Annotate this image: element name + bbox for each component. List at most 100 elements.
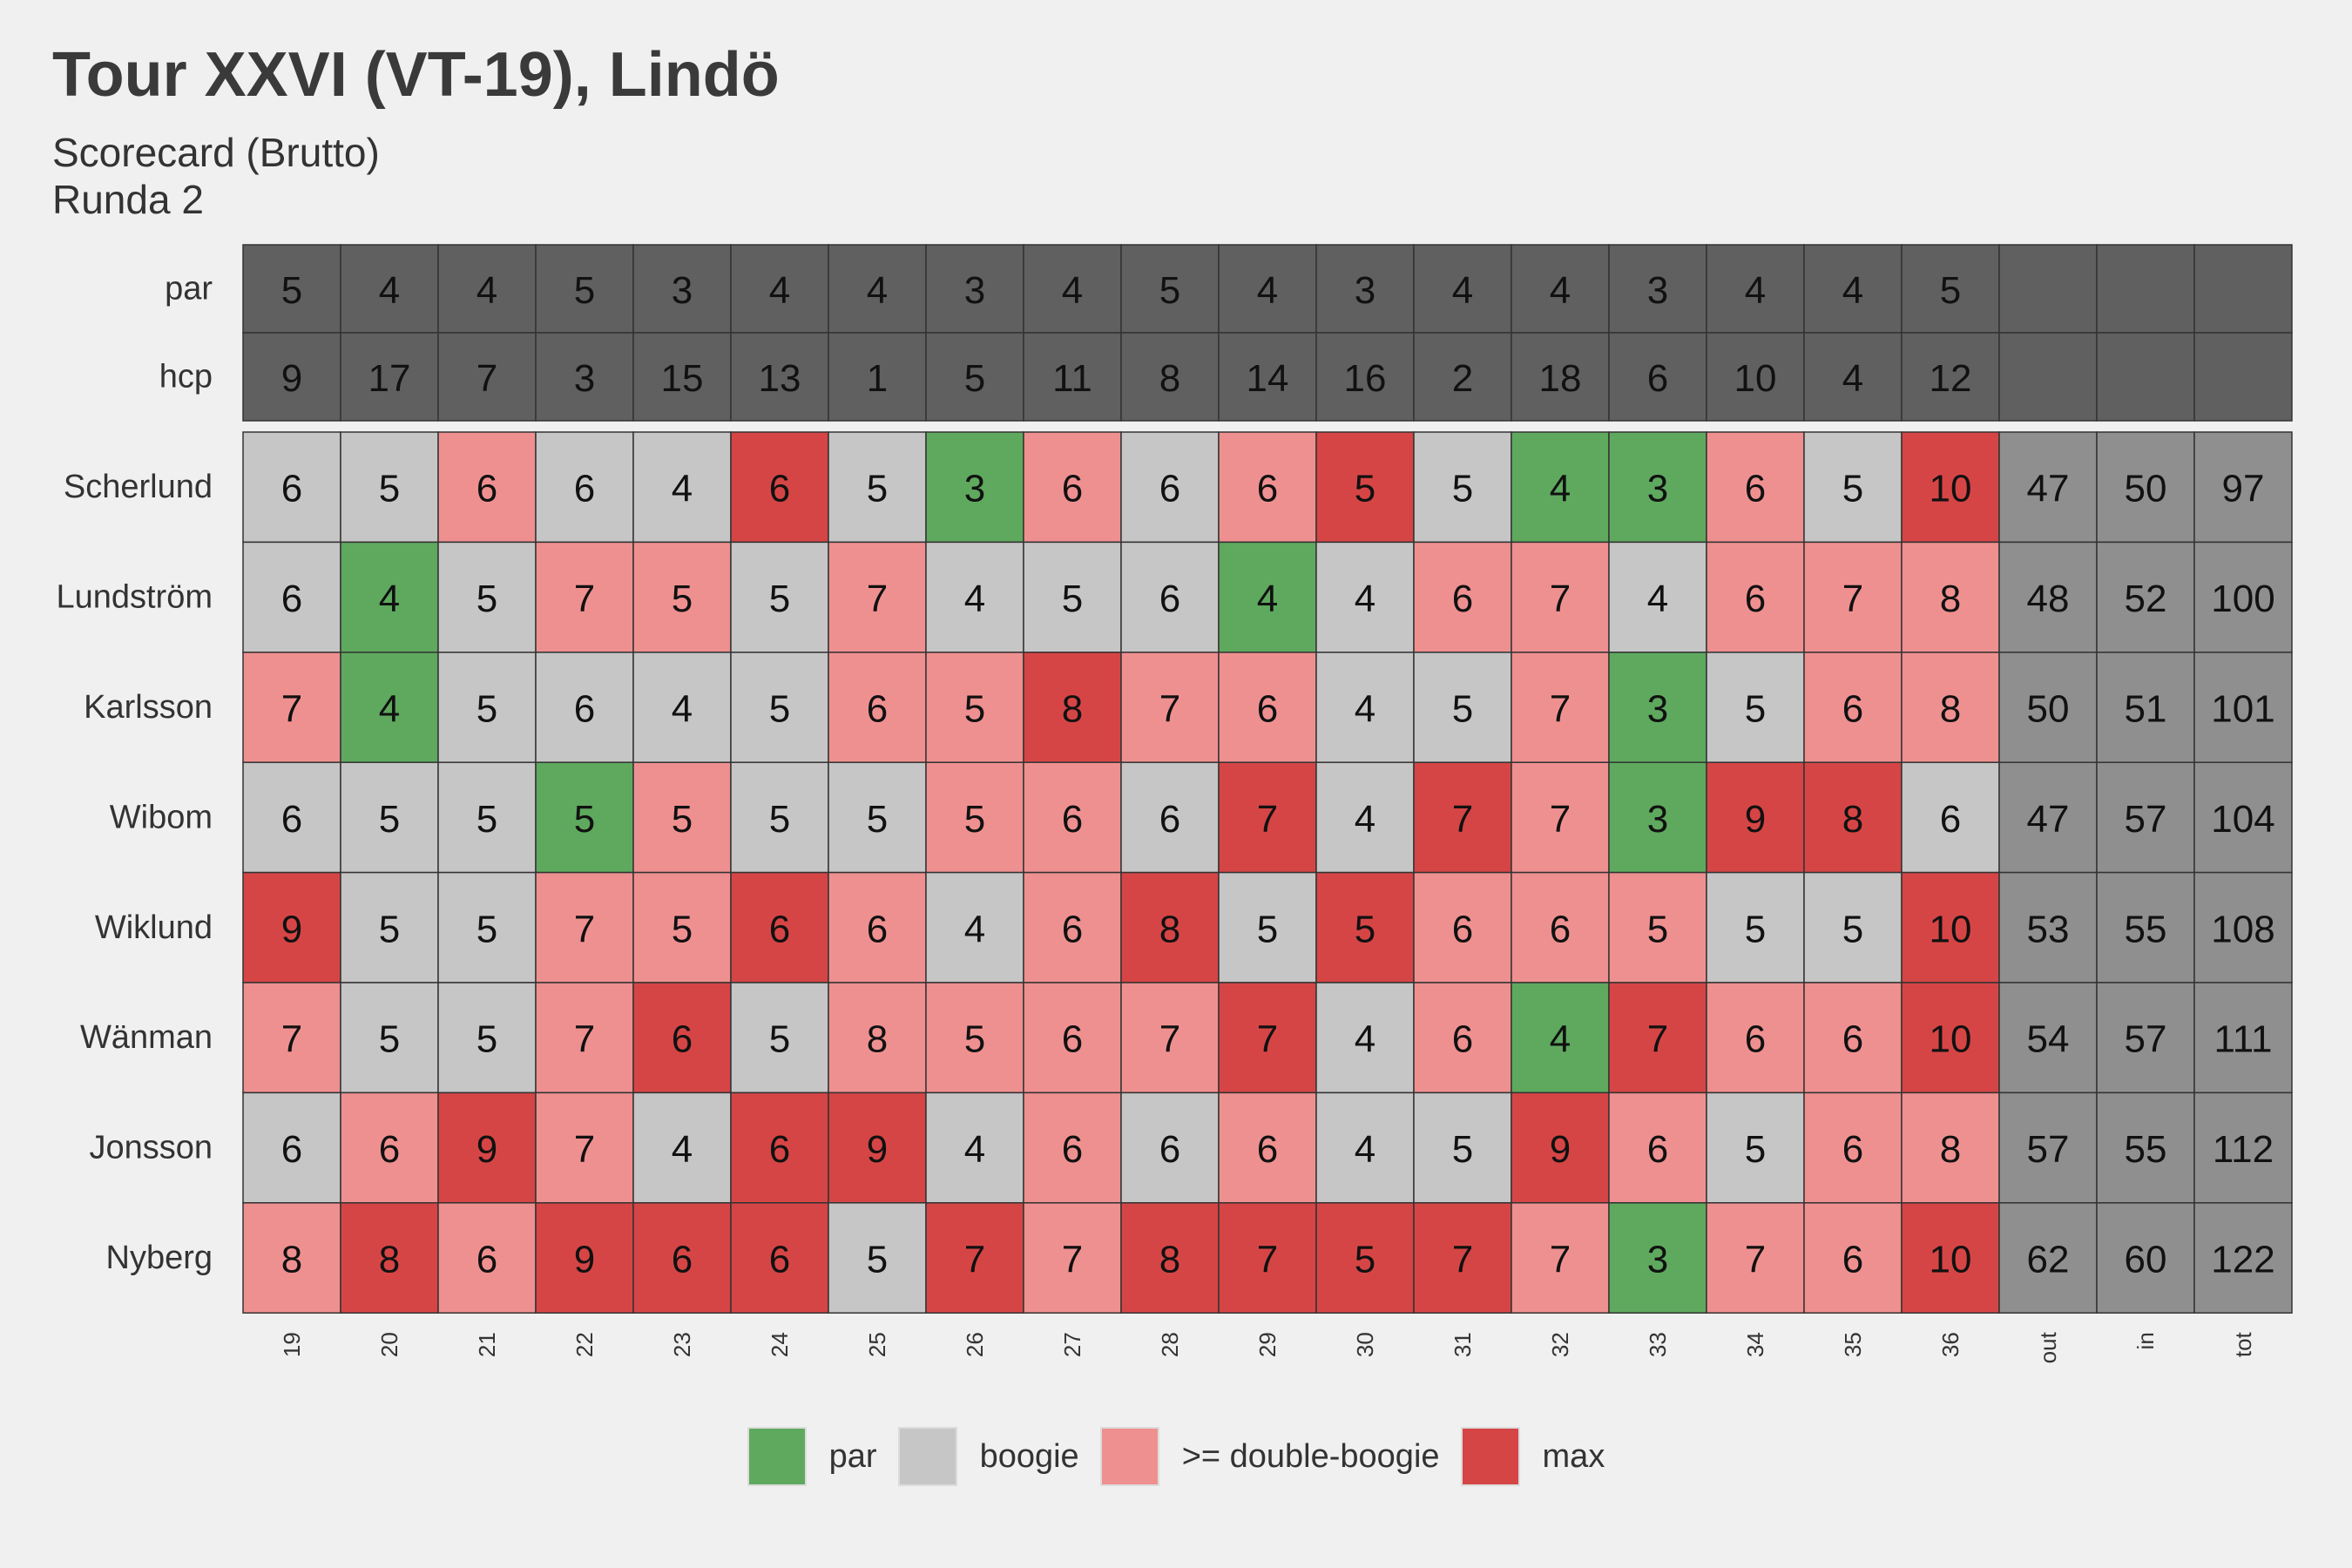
score-value: 6 <box>281 1128 302 1171</box>
player-label: Nyberg <box>106 1240 213 1276</box>
score-value: 6 <box>1452 908 1473 950</box>
score-cell <box>340 1092 439 1204</box>
score-value: 5 <box>1745 1128 1766 1171</box>
info-value-hcp-22: 3 <box>574 357 595 400</box>
score-cell <box>828 652 927 763</box>
info-cell-hcp-31 <box>1413 332 1512 422</box>
score-cell <box>1511 652 1610 763</box>
score-value: 122 <box>2211 1239 2274 1281</box>
info-value-par-23: 3 <box>672 269 693 312</box>
score-cell <box>535 1092 634 1204</box>
score-value: 6 <box>379 1128 400 1171</box>
info-cell-hcp-21 <box>437 332 537 422</box>
score-cell <box>1023 431 1122 544</box>
score-cell <box>2193 1092 2293 1204</box>
score-value: 112 <box>2213 1128 2274 1171</box>
score-value: 4 <box>379 578 400 620</box>
score-value: 62 <box>2027 1239 2070 1281</box>
score-value: 3 <box>1647 468 1668 510</box>
score-value: 104 <box>2211 798 2274 841</box>
score-value: 4 <box>1355 798 1375 841</box>
score-cell <box>2193 1202 2293 1314</box>
score-value: 10 <box>1930 1239 1972 1281</box>
column-label: in <box>2132 1332 2159 1349</box>
score-value: 7 <box>867 578 888 620</box>
score-cell <box>925 652 1024 763</box>
score-value: 6 <box>769 1239 790 1281</box>
score-value: 7 <box>1550 578 1571 620</box>
info-cell-hcp-30 <box>1315 332 1415 422</box>
row-label-par: par <box>165 271 213 308</box>
player-label: Jonsson <box>89 1130 213 1166</box>
score-value: 6 <box>1257 688 1278 731</box>
score-cell <box>1315 541 1415 653</box>
score-value: 5 <box>1647 908 1668 950</box>
score-value: 10 <box>1930 908 1972 950</box>
score-value: 7 <box>574 1128 595 1171</box>
score-cell <box>632 652 732 763</box>
info-value-hcp-20: 17 <box>368 357 411 400</box>
score-value: 5 <box>379 798 400 841</box>
score-cell <box>1901 761 2000 874</box>
player-label: Lundström <box>56 579 213 616</box>
score-cell <box>1608 761 1707 874</box>
score-value: 8 <box>1842 798 1863 841</box>
score-cell <box>1218 1092 1317 1204</box>
score-cell <box>1706 761 1805 874</box>
column-label: tot <box>2230 1331 2256 1357</box>
score-value: 4 <box>964 908 985 950</box>
score-value: 6 <box>1940 798 1961 841</box>
score-cell <box>1998 431 2098 544</box>
score-cell <box>535 652 634 763</box>
score-value: 6 <box>1550 908 1571 950</box>
score-value: 4 <box>1257 578 1278 620</box>
column-label: 20 <box>376 1332 402 1357</box>
score-cell <box>632 982 732 1094</box>
score-value: 5 <box>476 908 497 950</box>
score-value: 9 <box>1550 1128 1571 1171</box>
score-cell <box>1706 982 1805 1094</box>
score-value: 7 <box>281 1018 302 1061</box>
score-cell <box>632 871 732 983</box>
score-value: 4 <box>1550 1018 1571 1061</box>
score-cell <box>1413 761 1512 874</box>
info-cell-par-tot <box>2193 244 2293 334</box>
info-cell-hcp-24 <box>730 332 829 422</box>
column-label: 21 <box>474 1332 500 1357</box>
info-value-hcp-29: 14 <box>1247 357 1289 400</box>
info-value-hcp-35: 4 <box>1842 357 1863 400</box>
score-cell <box>242 761 341 874</box>
score-cell <box>1511 1092 1610 1204</box>
score-value: 5 <box>476 798 497 841</box>
player-label: Scherlund <box>64 469 213 505</box>
score-cell <box>2193 541 2293 653</box>
score-value: 6 <box>1647 1128 1668 1171</box>
score-value: 7 <box>1159 1018 1180 1061</box>
score-value: 3 <box>1647 1239 1668 1281</box>
score-value: 111 <box>2214 1018 2273 1061</box>
column-label: 27 <box>1059 1332 1085 1357</box>
score-value: 53 <box>2027 908 2070 950</box>
score-cell <box>2096 652 2195 763</box>
score-cell <box>1803 431 1903 544</box>
info-value-par-22: 5 <box>574 269 595 312</box>
score-cell <box>1120 1202 1220 1314</box>
score-cell <box>730 1202 829 1314</box>
score-value: 7 <box>1745 1239 1766 1281</box>
score-value: 7 <box>1257 1239 1278 1281</box>
score-cell <box>1706 541 1805 653</box>
score-cell <box>1803 982 1903 1094</box>
info-value-par-33: 3 <box>1647 269 1668 312</box>
score-value: 6 <box>281 578 302 620</box>
score-value: 6 <box>672 1018 693 1061</box>
score-value: 5 <box>769 1018 790 1061</box>
column-label: 33 <box>1645 1332 1671 1357</box>
score-value: 9 <box>476 1128 497 1171</box>
score-value: 5 <box>1842 468 1863 510</box>
score-value: 7 <box>574 1018 595 1061</box>
info-value-par-30: 3 <box>1355 269 1375 312</box>
score-cell <box>828 541 927 653</box>
column-label: 25 <box>864 1332 890 1357</box>
score-value: 6 <box>1062 798 1083 841</box>
score-cell <box>828 982 927 1094</box>
